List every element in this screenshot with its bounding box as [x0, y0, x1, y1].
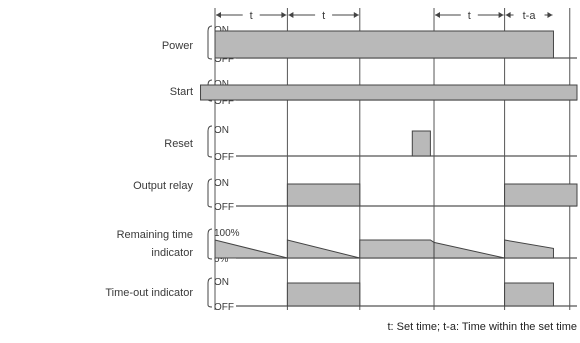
arrow-head-right-2 — [498, 12, 504, 18]
signal-start: StartONOFF — [170, 79, 578, 107]
level-on-label: ON — [214, 125, 229, 136]
arrow-head-right-0 — [281, 12, 287, 18]
level-bracket — [207, 277, 213, 308]
level-on-label: 100% — [214, 228, 240, 239]
signal-output-relay: Output relay ON OFF — [133, 178, 578, 213]
arrow-head-left-1 — [288, 12, 294, 18]
time-label-2: t — [468, 10, 471, 22]
signal-label-power: Power — [162, 40, 194, 52]
on-segment-1 — [504, 282, 554, 307]
level-bracket — [207, 25, 213, 60]
ramp-3 — [433, 241, 505, 259]
time-labels: t t t t-a — [216, 10, 553, 22]
signal-label-remaining-time: Remaining time — [117, 229, 193, 241]
signal-reset: Reset ON OFF — [164, 125, 577, 163]
time-label-0: t — [250, 10, 253, 22]
on-segment-0 — [214, 30, 554, 59]
level-bracket — [207, 125, 213, 158]
level-off-label: OFF — [214, 302, 234, 313]
on-segment-0 — [286, 282, 361, 307]
level-off-label: OFF — [214, 96, 234, 107]
arrow-head-left-2 — [435, 12, 441, 18]
signal-label-remaining-time: indicator — [151, 247, 193, 259]
level-off-label: OFF — [214, 152, 234, 163]
signal-power: PowerONOFF — [162, 25, 577, 65]
footnote: t: Set time; t-a: Time within the set ti… — [387, 321, 577, 333]
signal-time-out: Time-out indicator ON OFF — [105, 277, 577, 313]
signal-label-time-out: Time-out indicator — [105, 287, 193, 299]
level-on-label: ON — [214, 277, 229, 288]
ramp-4 — [504, 239, 554, 259]
ramp-0 — [214, 239, 288, 259]
arrow-head-left-3 — [505, 12, 511, 18]
arrow-head-right-1 — [353, 12, 359, 18]
time-label-1: t — [322, 10, 325, 22]
signal-rows: PowerONOFFStartONOFFResetONOFFOutput rel… — [105, 25, 578, 313]
level-off-label: OFF — [214, 202, 234, 213]
signal-label-start: Start — [170, 86, 193, 98]
level-bracket — [207, 178, 213, 208]
signal-label-reset: Reset — [164, 138, 193, 150]
on-segment-0 — [411, 130, 431, 157]
level-off-label: 0% — [214, 254, 229, 265]
on-segment-0 — [200, 84, 578, 101]
time-label-3: t-a — [523, 10, 537, 22]
level-on-label: ON — [214, 178, 229, 189]
signal-remaining-time: Remaining time indicator 100% 0% — [117, 228, 577, 265]
on-segment-1 — [504, 183, 578, 207]
ramp-2 — [359, 239, 435, 259]
level-bracket — [207, 228, 213, 260]
signal-label-output-relay: Output relay — [133, 180, 193, 192]
level-off-label: OFF — [214, 54, 234, 65]
arrow-head-left-0 — [216, 12, 221, 18]
ramp-1 — [286, 239, 360, 259]
arrow-head-right-3 — [547, 12, 553, 18]
on-segment-0 — [286, 183, 361, 207]
